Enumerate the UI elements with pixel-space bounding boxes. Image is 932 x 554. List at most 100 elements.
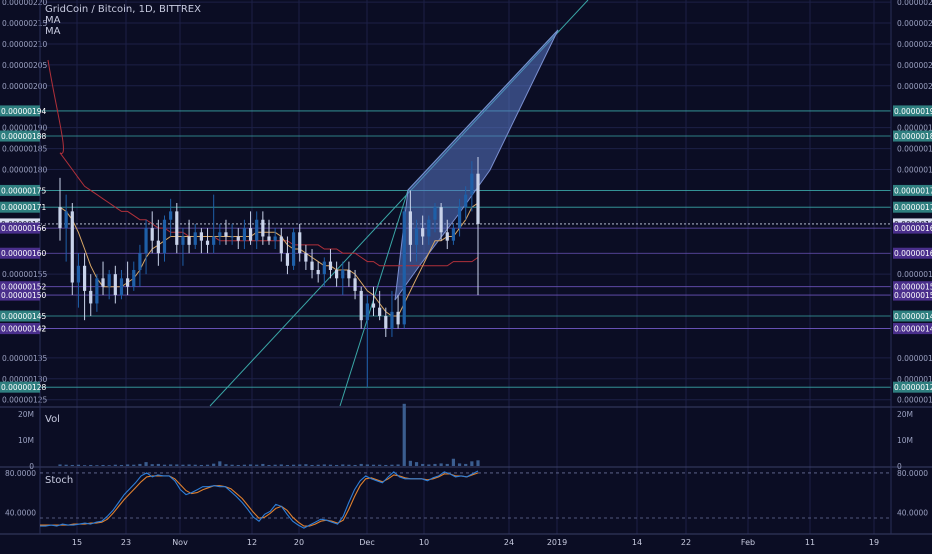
volume-bar[interactable] — [421, 463, 425, 466]
volume-bar[interactable] — [95, 465, 99, 466]
candle-body[interactable] — [144, 228, 148, 254]
candle-body[interactable] — [89, 290, 93, 304]
candle-body[interactable] — [193, 232, 197, 245]
volume-bar[interactable] — [181, 464, 185, 466]
candle-body[interactable] — [138, 253, 142, 270]
volume-bar[interactable] — [322, 464, 326, 466]
candle-body[interactable] — [298, 232, 302, 254]
volume-bar[interactable] — [156, 463, 160, 466]
candle-body[interactable] — [304, 253, 308, 262]
price-tag-right[interactable] — [893, 381, 932, 393]
price-tag-right[interactable] — [893, 184, 932, 196]
candle-body[interactable] — [371, 303, 376, 308]
candle-body[interactable] — [113, 274, 117, 296]
candle-body[interactable] — [353, 278, 357, 291]
candle-body[interactable] — [199, 232, 203, 241]
price-tag-left[interactable] — [0, 130, 40, 142]
volume-bar[interactable] — [150, 464, 154, 466]
candle-body[interactable] — [218, 232, 222, 237]
volume-bar[interactable] — [132, 464, 136, 466]
candle-body[interactable] — [175, 211, 179, 245]
candle-body[interactable] — [212, 236, 216, 245]
candle-body[interactable] — [162, 219, 167, 254]
candle-body[interactable] — [439, 207, 443, 233]
volume-bar[interactable] — [451, 458, 456, 466]
volume-bar[interactable] — [255, 464, 259, 466]
candle-body[interactable] — [285, 253, 290, 266]
candle-body[interactable] — [328, 261, 333, 270]
candle-body[interactable] — [457, 207, 462, 229]
candle-body[interactable] — [82, 265, 87, 291]
candle-body[interactable] — [261, 219, 265, 237]
candle-body[interactable] — [273, 236, 277, 241]
candle-body[interactable] — [230, 236, 234, 238]
price-tag-right[interactable] — [893, 222, 932, 234]
candle-body[interactable] — [390, 311, 394, 329]
volume-bar[interactable] — [76, 464, 81, 466]
candle-body[interactable] — [291, 232, 296, 266]
volume-bar[interactable] — [230, 464, 234, 466]
candle-body[interactable] — [279, 236, 283, 254]
volume-bar[interactable] — [439, 463, 443, 466]
volume-bar[interactable] — [279, 464, 283, 466]
candle-body[interactable] — [341, 269, 345, 279]
candle-body[interactable] — [347, 269, 351, 279]
volume-bar[interactable] — [261, 463, 265, 466]
candle-body[interactable] — [255, 219, 259, 241]
volume-bar[interactable] — [64, 464, 68, 466]
volume-bar[interactable] — [402, 403, 406, 466]
candle-body[interactable] — [248, 228, 253, 241]
volume-bar[interactable] — [433, 463, 437, 466]
candle-body[interactable] — [476, 173, 480, 224]
candle-body[interactable] — [384, 316, 388, 329]
candle-body[interactable] — [267, 236, 271, 241]
volume-bar[interactable] — [396, 464, 400, 466]
price-tag-right[interactable] — [893, 130, 932, 142]
volume-bar[interactable] — [101, 464, 105, 466]
price-tag-right[interactable] — [893, 105, 932, 117]
price-tag-right[interactable] — [893, 281, 932, 293]
volume-bar[interactable] — [328, 464, 333, 466]
price-tag-right[interactable] — [893, 289, 932, 301]
candle-body[interactable] — [181, 236, 185, 245]
volume-bar[interactable] — [310, 464, 314, 466]
volume-bar[interactable] — [470, 461, 474, 466]
candle-body[interactable] — [156, 240, 160, 254]
volume-bar[interactable] — [113, 464, 117, 466]
volume-bar[interactable] — [119, 464, 124, 466]
volume-bar[interactable] — [464, 463, 468, 466]
volume-bar[interactable] — [384, 464, 388, 466]
volume-bar[interactable] — [353, 464, 357, 466]
candle-body[interactable] — [414, 228, 419, 245]
candle-body[interactable] — [169, 211, 173, 220]
candle-body[interactable] — [310, 261, 314, 270]
volume-label[interactable]: Vol — [45, 414, 60, 425]
volume-bar[interactable] — [218, 461, 222, 466]
candle-body[interactable] — [242, 228, 247, 241]
volume-bar[interactable] — [212, 463, 216, 466]
price-tag-left[interactable] — [0, 201, 40, 213]
candle-body[interactable] — [224, 232, 228, 237]
symbol-title[interactable]: GridCoin / Bitcoin, 1D, BITTREX — [45, 4, 201, 15]
price-tag-left[interactable] — [0, 222, 40, 234]
volume-bar[interactable] — [378, 464, 382, 466]
price-tag-left[interactable] — [0, 289, 40, 301]
price-tag-left[interactable] — [0, 310, 40, 322]
candle-body[interactable] — [70, 211, 74, 283]
price-tag-left[interactable] — [0, 323, 40, 335]
price-tag-right[interactable] — [893, 310, 932, 322]
volume-bar[interactable] — [457, 463, 462, 466]
candle-body[interactable] — [433, 207, 437, 220]
candle-body[interactable] — [101, 278, 105, 287]
price-tag-left[interactable] — [0, 105, 40, 117]
candle-body[interactable] — [451, 228, 456, 241]
stoch-label[interactable]: Stoch — [45, 475, 74, 486]
candle-body[interactable] — [236, 236, 240, 241]
candle-body[interactable] — [187, 236, 191, 245]
volume-bar[interactable] — [144, 462, 148, 466]
volume-bar[interactable] — [58, 464, 62, 466]
price-tag-right[interactable] — [893, 201, 932, 213]
volume-bar[interactable] — [298, 464, 302, 466]
volume-bar[interactable] — [476, 460, 480, 466]
